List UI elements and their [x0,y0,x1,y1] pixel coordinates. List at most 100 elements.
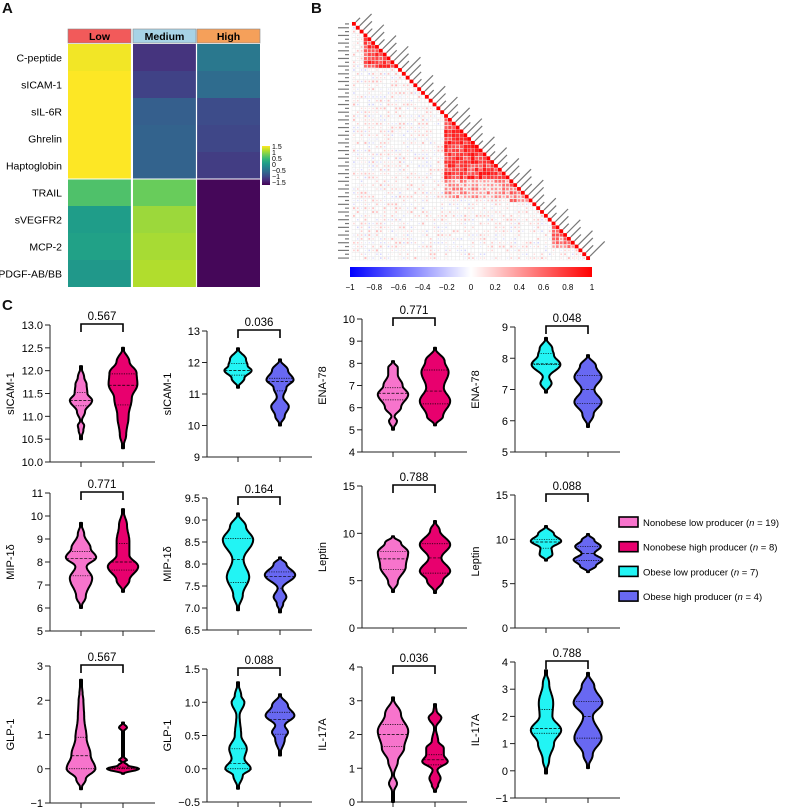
correlation-mark [387,257,390,259]
diagonal-variable-label [489,151,496,157]
correlation-mark [364,115,367,117]
correlation-mark [471,175,475,180]
matrix-grid-cell [474,252,479,257]
matrix-grid-cell [428,102,433,107]
correlation-mark [471,180,475,183]
correlation-mark [491,199,494,202]
matrix-grid-cell [474,221,479,226]
correlation-mark [433,146,436,148]
correlation-mark [487,211,490,213]
matrix-grid-cell [363,179,368,184]
correlation-mark [522,230,524,232]
correlation-mark [429,249,432,252]
correlation-mark [460,211,462,213]
matrix-grid-cell [478,229,483,234]
correlation-mark [467,152,471,157]
correlation-mark [368,84,371,87]
correlation-mark [380,126,382,129]
correlation-mark [395,238,397,240]
y-tick-label: 5 [349,576,355,588]
correlation-mark [472,257,474,259]
correlation-mark [372,72,375,75]
correlation-mark [471,160,475,164]
matrix-grid-cell [371,213,376,218]
correlation-mark [429,168,432,171]
matrix-grid-cell [547,248,552,253]
matrix-grid-cell [355,213,360,218]
panel-b-label: B [311,0,322,17]
correlation-mark [391,130,394,133]
correlation-mark [372,238,374,240]
correlation-mark [364,77,366,79]
correlation-mark [391,188,394,190]
matrix-grid-cell [374,190,380,195]
correlation-mark [383,257,386,259]
correlation-mark [422,107,424,110]
matrix-grid-cell [436,175,441,180]
matrix-grid-cell [363,102,368,107]
correlation-mark [367,60,372,65]
matrix-grid-cell [501,202,506,207]
correlation-mark [402,226,405,229]
correlation-mark [414,241,417,244]
correlation-mark [471,183,475,187]
correlation-mark [513,183,518,188]
correlation-mark [379,230,382,233]
correlation-mark [414,249,417,252]
correlation-mark [517,187,521,191]
correlation-mark [479,191,482,195]
correlation-mark [403,176,405,179]
matrix-grid-cell [351,236,356,241]
correlation-mark [406,253,409,256]
correlation-mark [483,195,486,198]
correlation-mark [383,161,386,163]
correlation-mark [387,184,390,187]
y-tick-label: 4 [502,657,508,669]
correlation-mark [387,238,390,240]
correlation-mark [456,207,459,209]
correlation-mark [495,234,497,236]
matrix-grid-cell [440,248,445,253]
correlation-mark [414,215,417,217]
correlation-mark [426,149,428,152]
matrix-grid-cell [467,225,472,230]
y-axis-label: MIP-1δ [162,546,174,581]
colorbar-tick-label: −0.4 [415,283,431,292]
correlation-mark [456,230,459,233]
correlation-mark [387,115,390,117]
correlation-mark [357,238,359,240]
correlation-mark [448,180,452,183]
correlation-mark [444,137,448,141]
matrix-grid-cell [486,202,491,207]
correlation-mark [502,195,505,198]
correlation-mark [463,160,467,164]
correlation-mark [372,245,374,248]
correlation-mark [495,211,497,213]
correlation-mark [387,88,390,90]
matrix-grid-cell [409,244,414,249]
correlation-mark [422,176,424,179]
matrix-grid-cell [420,102,426,107]
correlation-mark [459,187,463,191]
correlation-mark [418,192,420,194]
correlation-mark [448,168,452,172]
matrix-grid-cell [528,232,533,238]
y-tick-label: 8 [349,358,355,370]
y-axis-label: Leptin [317,542,329,572]
matrix-grid-cell [417,248,422,253]
correlation-mark [391,176,393,179]
correlation-mark [459,145,463,149]
correlation-mark [387,199,390,202]
matrix-grid-cell [497,236,502,241]
correlation-mark [402,122,405,125]
heatmap-row-label: sVEGFR2 [15,215,62,227]
correlation-mark [360,234,363,236]
correlation-mark [414,172,417,175]
correlation-mark [518,222,520,225]
y-tick-label: 9 [37,534,43,546]
correlation-mark [467,187,471,191]
correlation-mark [522,242,524,244]
correlation-mark [441,230,443,232]
correlation-mark [475,164,479,168]
